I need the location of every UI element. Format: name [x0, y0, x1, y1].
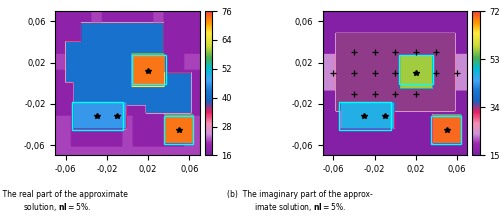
Bar: [132, 56, 166, 84]
Bar: [340, 102, 391, 130]
Bar: [431, 116, 461, 144]
Bar: [164, 116, 194, 144]
Bar: [400, 56, 434, 84]
Text: (b)  The imaginary part of the approx-
imate solution, $\mathbf{nl} = 5\%$.: (b) The imaginary part of the approx- im…: [227, 190, 373, 213]
Bar: [72, 102, 124, 130]
Text: (a)  The real part of the approximate
solution, $\mathbf{nl} = 5\%$.: (a) The real part of the approximate sol…: [0, 190, 128, 213]
